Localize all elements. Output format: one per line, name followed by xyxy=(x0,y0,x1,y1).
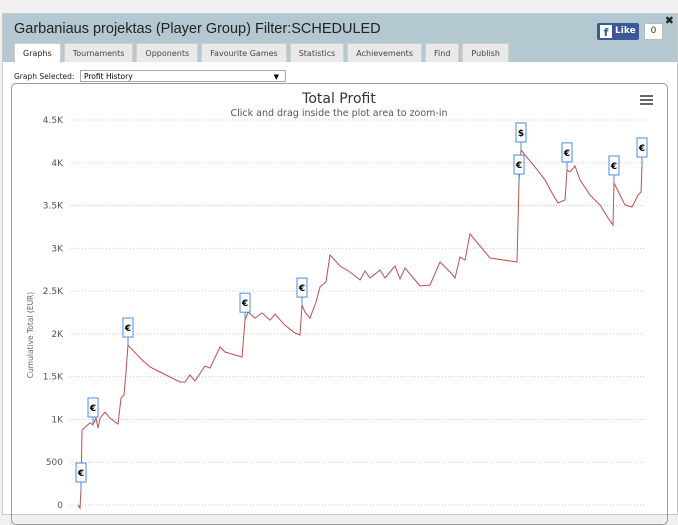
hamburger-icon[interactable] xyxy=(640,95,653,105)
y-tick-label: 3K xyxy=(51,244,64,254)
flag-symbol: € xyxy=(124,324,131,334)
flag-symbol: € xyxy=(241,299,248,309)
flag-marker[interactable]: € xyxy=(297,278,307,305)
flag-marker[interactable]: € xyxy=(609,156,619,183)
flag-symbol: € xyxy=(298,284,305,294)
chart-subtitle: Click and drag inside the plot area to z… xyxy=(230,108,447,119)
y-tick-label: 3.5K xyxy=(43,202,64,212)
y-axis-label: Cumulative Total (EUR) xyxy=(26,292,35,378)
flag-symbol: € xyxy=(89,404,96,414)
y-tick-label: 2.5K xyxy=(43,287,64,297)
flag-symbol: € xyxy=(638,144,645,154)
y-tick-label: 1.5K xyxy=(43,373,64,383)
y-tick-label: 4K xyxy=(51,159,64,169)
flag-marker[interactable]: € xyxy=(514,155,524,182)
y-tick-label: 4.5K xyxy=(43,116,64,126)
flag-marker[interactable]: € xyxy=(76,463,86,490)
chart-title: Total Profit xyxy=(301,91,376,107)
flag-symbol: $ xyxy=(518,129,524,139)
flag-symbol: € xyxy=(563,149,570,159)
flag-marker[interactable]: € xyxy=(240,293,250,320)
profit-line xyxy=(78,150,642,509)
flag-marker[interactable]: € xyxy=(637,138,647,165)
y-tick-label: 1K xyxy=(51,415,64,425)
y-tick-label: 500 xyxy=(46,458,63,468)
profit-chart[interactable]: 0 500 1K 1.5K 2K 2.5K 3K 3.5K 4K 4.5K Total Profi… xyxy=(0,0,678,510)
flag-marker[interactable]: € xyxy=(123,318,133,345)
y-tick-label: 2K xyxy=(51,330,64,340)
flag-symbol: € xyxy=(610,162,617,172)
flag-marker[interactable]: $ xyxy=(516,123,526,150)
flag-symbol: € xyxy=(515,161,522,171)
y-tick-label: 0 xyxy=(57,501,63,510)
flag-marker[interactable]: € xyxy=(562,143,572,170)
flag-symbol: € xyxy=(77,469,84,479)
